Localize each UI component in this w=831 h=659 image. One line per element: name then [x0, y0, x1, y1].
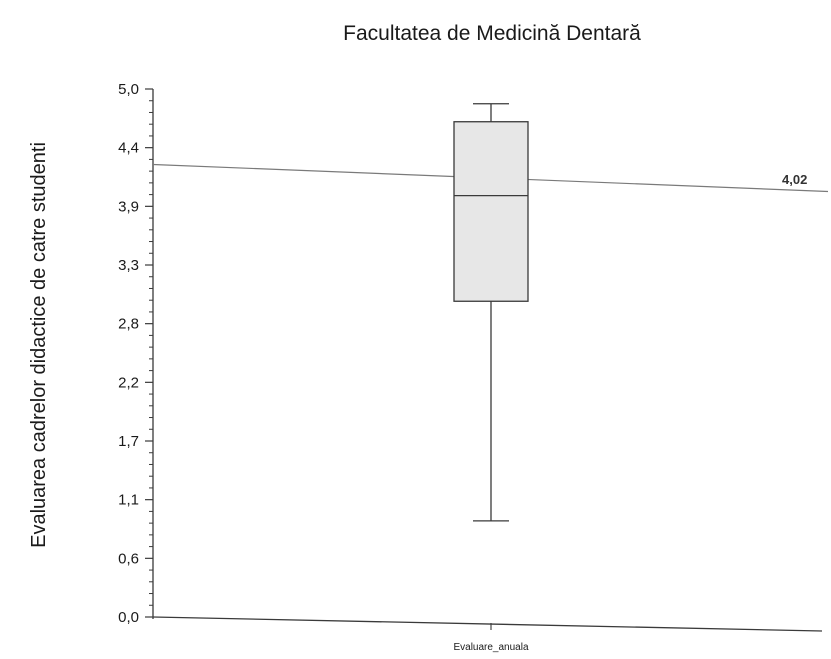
y-tick-label: 2,2: [118, 374, 139, 391]
x-category-labels: Evaluare_anuala: [453, 623, 529, 653]
y-tick-label: 3,3: [118, 257, 139, 274]
x-category-label: Evaluare_anuala: [453, 642, 528, 653]
box-group: [453, 103, 529, 522]
y-tick-label: 3,9: [118, 198, 139, 215]
y-tick-label: 1,1: [118, 492, 139, 509]
y-tick-label: 5,0: [118, 81, 139, 98]
iqr-box: [453, 121, 529, 302]
reference-value-label: 4,02: [782, 172, 807, 187]
axes: [152, 89, 823, 632]
x-axis-line: [152, 616, 823, 632]
y-tick-label: 0,0: [118, 609, 139, 626]
y-tick-label: 2,8: [118, 316, 139, 333]
y-ticks: 5,0 4,4 3,9 3,3 2,8 2,2 1,7 1,1 0,6 0,0: [118, 81, 153, 626]
y-tick-label: 1,7: [118, 433, 139, 450]
y-tick-label: 0,6: [118, 550, 139, 567]
chart-title: Facultatea de Medicină Dentară: [343, 22, 641, 45]
y-tick-label: 4,4: [118, 140, 139, 157]
y-axis-label: Evaluarea cadrelor didactice de catre st…: [28, 142, 50, 548]
